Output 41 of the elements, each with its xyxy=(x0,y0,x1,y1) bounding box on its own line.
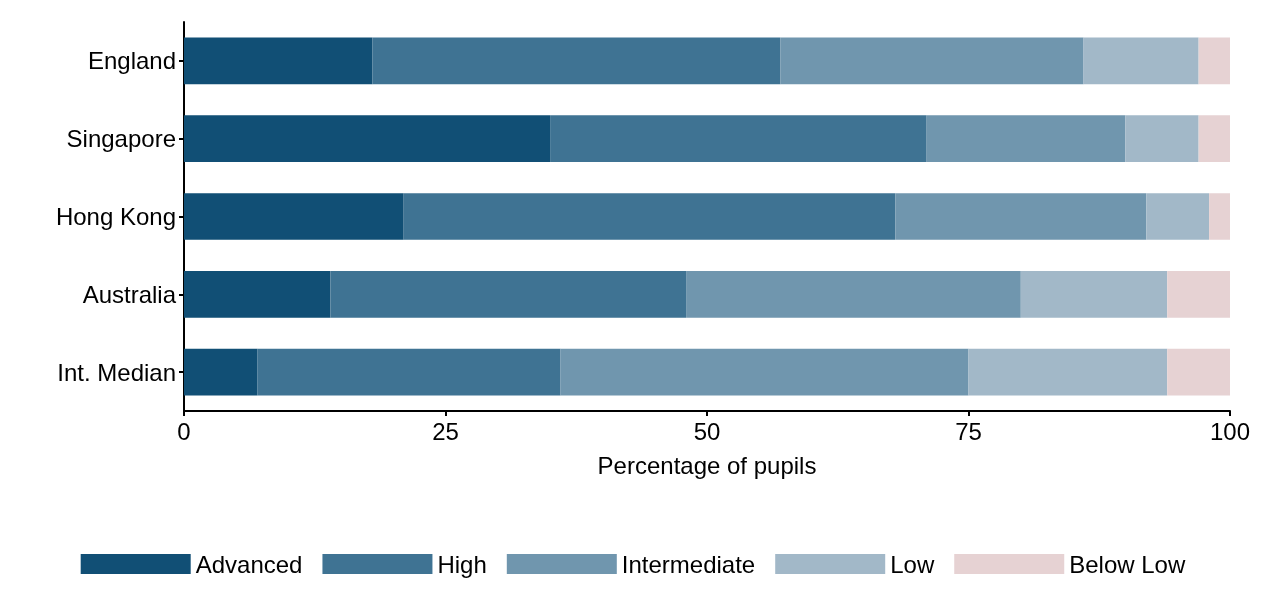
bar xyxy=(1209,193,1230,240)
bar xyxy=(184,193,404,240)
bar xyxy=(1083,37,1199,85)
bar xyxy=(1167,348,1230,396)
x-tick-label: 50 xyxy=(693,417,721,445)
bar xyxy=(1020,270,1168,318)
legend-label: Low xyxy=(890,550,935,578)
y-tick-label: Australia xyxy=(82,280,177,308)
legend-label: High xyxy=(437,550,487,578)
bar xyxy=(895,193,1147,240)
x-axis-title: Percentage of pupils xyxy=(597,451,817,479)
bar xyxy=(1125,115,1199,163)
legend-label: Intermediate xyxy=(621,550,756,578)
bar xyxy=(1146,193,1210,240)
bar xyxy=(686,270,1021,318)
bar xyxy=(1198,37,1230,85)
y-tick-label: England xyxy=(87,47,176,75)
bar xyxy=(550,115,927,163)
bar xyxy=(780,37,1084,85)
x-tick-label: 75 xyxy=(955,417,982,445)
legend-label: Below Low xyxy=(1069,550,1186,578)
bar xyxy=(403,193,896,240)
legend-label: Advanced xyxy=(195,550,303,578)
x-tick-label: 100 xyxy=(1209,417,1251,445)
bar xyxy=(1198,115,1230,163)
bar xyxy=(184,37,373,85)
bar xyxy=(330,270,687,318)
x-tick-label: 25 xyxy=(432,417,459,445)
x-tick-label: 0 xyxy=(177,417,191,445)
y-tick-label: Hong Kong xyxy=(55,203,176,230)
bar xyxy=(968,348,1168,396)
bar xyxy=(560,348,969,396)
bar xyxy=(926,115,1126,163)
bar xyxy=(257,348,561,396)
bar xyxy=(184,115,551,163)
bar xyxy=(184,270,331,318)
bar xyxy=(184,348,258,396)
y-tick-label: Singapore xyxy=(66,125,176,153)
bar xyxy=(372,37,781,85)
y-tick-label: Int. Median xyxy=(57,358,176,386)
bar xyxy=(1167,270,1230,318)
